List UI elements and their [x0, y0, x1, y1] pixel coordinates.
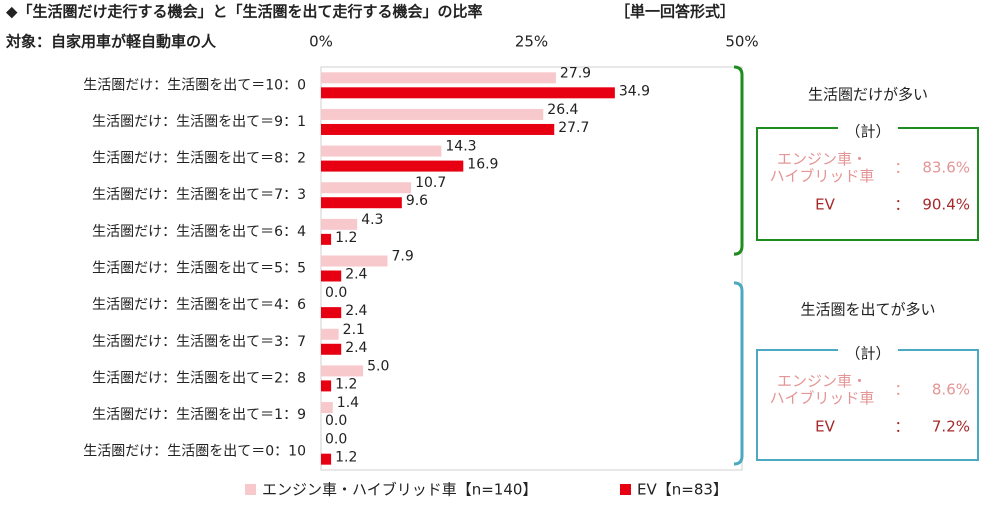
value-label: 0.0 — [325, 413, 347, 429]
row-name: エンジン車・ — [777, 372, 867, 390]
value-label: 16.9 — [467, 157, 498, 173]
group-label: 生活圏を出てが多い — [800, 301, 935, 319]
bar — [321, 365, 364, 377]
value-label: 27.9 — [560, 65, 591, 81]
bar — [321, 233, 332, 245]
value-label: 2.4 — [345, 340, 367, 356]
bar — [321, 307, 342, 319]
bracket — [733, 65, 744, 256]
chart-title: ◆「生活圏だけ走行する機会」と「生活圏を出て走行する機会」の比率 — [6, 3, 483, 21]
row-sep: ： — [894, 381, 909, 399]
bar — [321, 145, 442, 157]
summary-box — [756, 127, 979, 241]
value-label: 0.0 — [325, 432, 347, 448]
legend-swatch — [620, 484, 631, 495]
category-label: 生活圏だけ：生活圏を出て＝7：3 — [92, 187, 306, 203]
bar — [321, 108, 544, 120]
x-tick-label: 25% — [515, 33, 548, 51]
plot-frame — [320, 66, 743, 471]
row-name: ハイブリッド車 — [770, 389, 875, 407]
bracket — [733, 281, 744, 466]
value-label: 27.7 — [558, 120, 589, 136]
row-sep: ： — [894, 196, 909, 214]
bar — [321, 255, 388, 267]
value-label: 26.4 — [547, 102, 578, 118]
row-value: 7.2% — [932, 418, 970, 436]
category-label: 生活圏だけ：生活圏を出て＝1：9 — [92, 407, 306, 423]
value-label: 34.9 — [619, 83, 650, 99]
total-label: （計） — [845, 123, 890, 141]
row-value: 83.6% — [922, 159, 970, 177]
category-label: 生活圏だけ：生活圏を出て＝10：0 — [83, 77, 306, 93]
bar — [321, 123, 555, 135]
value-label: 1.2 — [335, 230, 357, 246]
row-value: 8.6% — [932, 381, 970, 399]
value-label: 1.2 — [335, 450, 357, 466]
legend-label: エンジン車・ハイブリッド車【n=140】 — [262, 481, 537, 499]
answer-format: ［単一回答形式］ — [615, 3, 735, 21]
category-label: 生活圏だけ：生活圏を出て＝0：10 — [83, 444, 306, 460]
bar — [321, 72, 556, 84]
bar — [321, 160, 464, 172]
row-name: エンジン車・ — [777, 150, 867, 168]
row-value: 90.4% — [922, 196, 970, 214]
category-label: 生活圏だけ：生活圏を出て＝8：2 — [92, 151, 306, 167]
value-label: 1.4 — [337, 395, 359, 411]
bar — [321, 270, 342, 282]
value-label: 1.2 — [335, 376, 357, 392]
x-tick-label: 50% — [725, 33, 758, 51]
value-label: 4.3 — [361, 212, 383, 228]
row-name: EV — [815, 196, 835, 214]
category-label: 生活圏だけ：生活圏を出て＝3：7 — [92, 334, 306, 350]
category-label: 生活圏だけ：生活圏を出て＝2：8 — [92, 370, 306, 386]
bar — [321, 218, 358, 230]
row-sep: ： — [894, 159, 909, 177]
bar — [321, 380, 332, 392]
category-label: 生活圏だけ：生活圏を出て＝4：6 — [92, 297, 306, 313]
legend-swatch — [245, 484, 256, 495]
value-label: 2.4 — [345, 267, 367, 283]
value-label: 2.4 — [345, 303, 367, 319]
value-label: 2.1 — [343, 322, 365, 338]
category-label: 生活圏だけ：生活圏を出て＝6：4 — [92, 224, 306, 240]
category-label: 生活圏だけ：生活圏を出て＝9：1 — [92, 114, 306, 130]
row-name: ハイブリッド車 — [770, 167, 875, 185]
row-sep: ： — [894, 418, 909, 436]
bar — [321, 182, 412, 194]
category-label: 生活圏だけ：生活圏を出て＝5：5 — [92, 261, 306, 277]
value-label: 7.9 — [392, 249, 414, 265]
summary-box — [756, 349, 979, 461]
subtitle: 対象：自家用車が軽自動車の人 — [5, 33, 217, 51]
legend-label: EV【n=83】 — [637, 481, 728, 499]
value-label: 10.7 — [415, 175, 446, 191]
value-label: 14.3 — [445, 139, 476, 155]
value-label: 5.0 — [367, 358, 389, 374]
bar — [321, 402, 333, 414]
total-label: （計） — [845, 345, 890, 363]
bar — [321, 328, 339, 340]
value-label: 9.6 — [406, 193, 428, 209]
bar — [321, 343, 342, 355]
bar — [321, 87, 615, 99]
value-label: 0.0 — [325, 285, 347, 301]
row-name: EV — [815, 418, 835, 436]
bar — [321, 453, 332, 465]
bar — [321, 197, 402, 209]
x-tick-label: 0% — [309, 33, 333, 51]
group-label: 生活圏だけが多い — [808, 86, 928, 104]
